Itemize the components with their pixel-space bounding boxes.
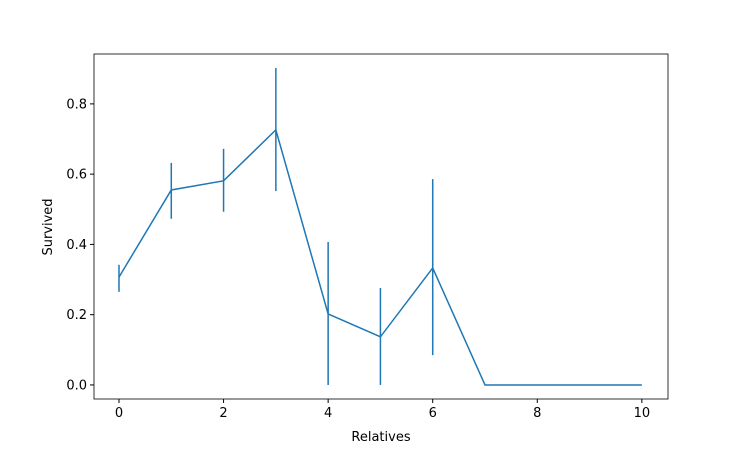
y-tick-label: 0.8 — [66, 97, 87, 112]
x-tick-label: 10 — [634, 406, 651, 421]
x-axis-label: Relatives — [351, 430, 410, 445]
line — [118, 128, 642, 386]
x-tick-label: 6 — [429, 406, 437, 421]
x-tick-label: 4 — [324, 406, 332, 421]
y-axis-label: Survived — [41, 198, 56, 255]
x-tick-label: 2 — [219, 406, 227, 421]
y-tick-label: 0.0 — [66, 378, 87, 393]
x-tick-label: 8 — [533, 406, 541, 421]
y-tick-label: 0.2 — [66, 308, 87, 323]
y-tick-label: 0.4 — [66, 238, 87, 253]
plot-frame — [93, 53, 669, 400]
x-tick-label: 0 — [115, 406, 123, 421]
y-tick-label: 0.6 — [66, 168, 87, 183]
